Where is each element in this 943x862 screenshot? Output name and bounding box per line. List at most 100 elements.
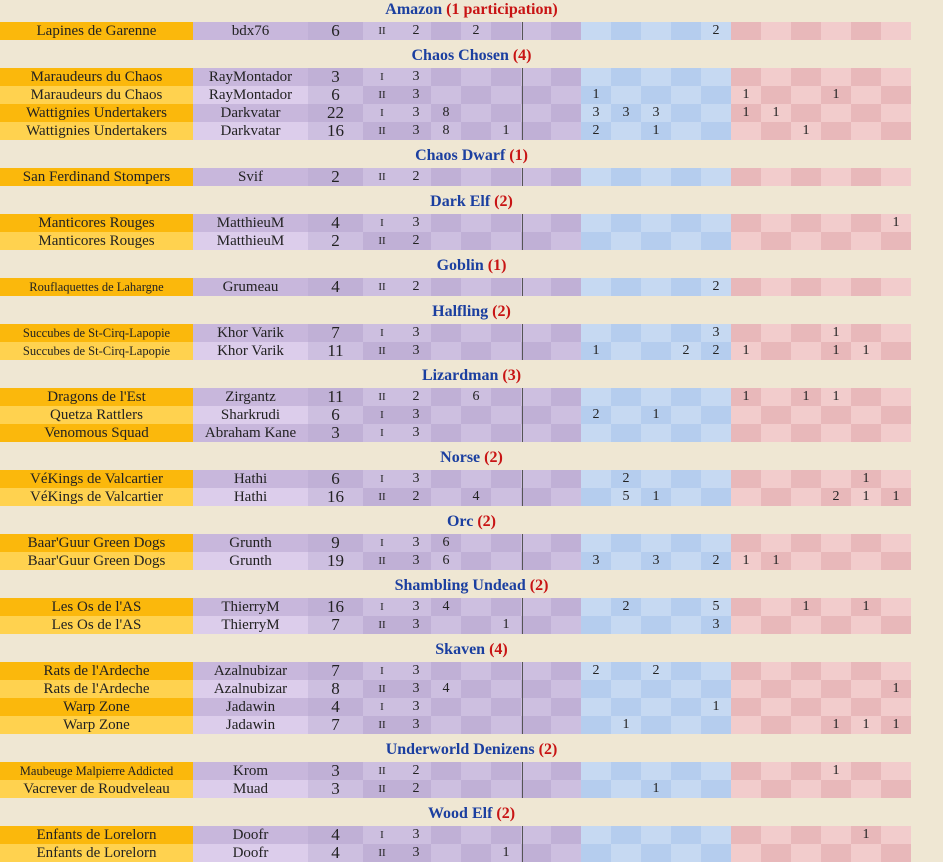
stat-cell xyxy=(881,342,911,360)
stat-cell xyxy=(641,342,671,360)
stat-cell: 1 xyxy=(851,342,881,360)
coach-name: Jadawin xyxy=(193,698,308,716)
score-value: 8 xyxy=(308,680,363,698)
stat-cell: 3 xyxy=(401,680,431,698)
coach-name: Sharkrudi xyxy=(193,406,308,424)
stat-cell xyxy=(611,168,641,186)
stat-cell xyxy=(521,698,551,716)
stat-cell: 4 xyxy=(431,598,461,616)
stat-cell xyxy=(551,598,581,616)
stat-cell xyxy=(461,762,491,780)
stat-cell xyxy=(821,598,851,616)
stat-cell xyxy=(551,662,581,680)
stat-cell xyxy=(671,716,701,734)
stat-cell xyxy=(791,424,821,442)
stat-cell xyxy=(551,278,581,296)
stat-cell xyxy=(491,214,521,232)
stat-cell xyxy=(881,324,911,342)
stat-cell xyxy=(641,762,671,780)
stat-cell xyxy=(611,844,641,862)
stat-cell xyxy=(551,388,581,406)
column-separator xyxy=(522,68,523,140)
stat-cell xyxy=(461,716,491,734)
stat-cell: 8 xyxy=(431,122,461,140)
stat-cell xyxy=(611,68,641,86)
stat-cell: 1 xyxy=(641,122,671,140)
division-label: II xyxy=(363,780,401,798)
stat-cell xyxy=(491,662,521,680)
stat-cell xyxy=(701,762,731,780)
stat-cell xyxy=(491,104,521,122)
participation-count: (2) xyxy=(484,449,503,466)
group-header: Skaven (4) xyxy=(0,640,943,660)
stat-cell xyxy=(761,388,791,406)
stat-cell xyxy=(851,168,881,186)
column-separator xyxy=(522,388,523,442)
stat-cell xyxy=(491,552,521,570)
stat-cell xyxy=(491,716,521,734)
coach-name: MatthieuM xyxy=(193,214,308,232)
stat-cell xyxy=(881,424,911,442)
stat-cell: 1 xyxy=(731,342,761,360)
stat-cell xyxy=(731,826,761,844)
stat-cell xyxy=(701,68,731,86)
stat-cell xyxy=(761,488,791,506)
stat-cell xyxy=(821,534,851,552)
table-row: Enfants de Lorelorn Doofr 4 I 3 1 xyxy=(0,826,943,844)
stat-cell xyxy=(521,214,551,232)
stat-cell xyxy=(521,616,551,634)
group-header: Amazon (1 participation) xyxy=(0,0,943,20)
stat-cell xyxy=(701,662,731,680)
score-value: 7 xyxy=(308,616,363,634)
stat-cell xyxy=(701,406,731,424)
stat-cell xyxy=(581,844,611,862)
stat-cell: 1 xyxy=(821,86,851,104)
stat-cell xyxy=(731,324,761,342)
stat-cell: 2 xyxy=(401,278,431,296)
participation-count: (2) xyxy=(477,513,496,530)
stat-cell xyxy=(881,616,911,634)
stat-cell xyxy=(701,826,731,844)
stat-cell xyxy=(491,534,521,552)
stat-cell: 2 xyxy=(461,22,491,40)
race-name: Underworld Denizens xyxy=(385,741,535,758)
table-row: Warp Zone Jadawin 4 I 3 1 xyxy=(0,698,943,716)
stat-cell xyxy=(671,22,701,40)
stat-cell xyxy=(431,22,461,40)
stat-cell xyxy=(581,488,611,506)
stat-cell xyxy=(791,826,821,844)
stat-cell xyxy=(701,86,731,104)
team-name: Maraudeurs du Chaos xyxy=(0,68,193,86)
table-row: Rats de l'Ardeche Azalnubizar 8 II 3 4 1 xyxy=(0,680,943,698)
stat-cell xyxy=(881,22,911,40)
stat-cell: 1 xyxy=(761,104,791,122)
stat-cell xyxy=(641,534,671,552)
stat-cell xyxy=(461,662,491,680)
team-name: Rouflaquettes de Lahargne xyxy=(0,278,193,296)
stat-cell xyxy=(641,232,671,250)
stat-cell xyxy=(671,616,701,634)
stat-cell xyxy=(641,680,671,698)
stat-cell xyxy=(431,168,461,186)
stat-cell xyxy=(851,86,881,104)
stat-cell xyxy=(791,104,821,122)
team-name: Quetza Rattlers xyxy=(0,406,193,424)
stat-cell xyxy=(431,488,461,506)
stat-cell xyxy=(551,104,581,122)
stat-cell xyxy=(821,616,851,634)
stat-cell xyxy=(581,470,611,488)
stat-cell: 3 xyxy=(401,68,431,86)
stat-cell xyxy=(611,662,641,680)
stat-cell xyxy=(821,104,851,122)
stat-cell xyxy=(641,616,671,634)
stat-cell xyxy=(671,780,701,798)
stat-cell: 3 xyxy=(401,534,431,552)
stat-cell xyxy=(731,698,761,716)
stat-cell xyxy=(791,324,821,342)
stat-cell xyxy=(491,406,521,424)
race-name: Chaos Chosen xyxy=(411,47,509,64)
stat-cell: 2 xyxy=(401,488,431,506)
stat-cell xyxy=(761,826,791,844)
participation-count: (2) xyxy=(538,741,558,758)
team-name: Succubes de St-Cirq-Lapopie xyxy=(0,324,193,342)
